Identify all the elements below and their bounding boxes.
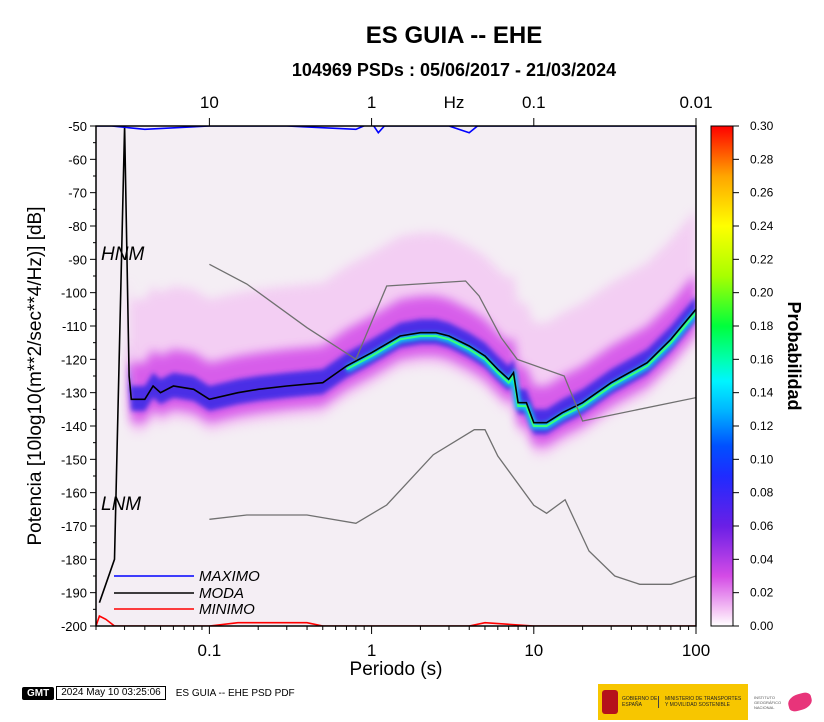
colorbar-tick-label: 0.12 bbox=[750, 419, 774, 433]
colorbar-tick-label: 0.06 bbox=[750, 519, 774, 533]
y-tick-label: -150 bbox=[61, 452, 87, 467]
y-axis: -200 -190 -180 -170 -160 -150 -140 -130 -120 -110… bbox=[61, 119, 96, 634]
colorbar bbox=[710, 125, 734, 627]
colorbar-label: Probabilidad bbox=[784, 301, 804, 410]
legend-label-maximo: MAXIMO bbox=[199, 568, 260, 585]
colorbar-tick-label: 0.18 bbox=[750, 319, 774, 333]
x-tick-label: 100 bbox=[682, 641, 710, 660]
chart-subtitle: 104969 PSDs : 05/06/2017 - 21/03/2024 bbox=[292, 60, 616, 80]
top-tick-label: 0.1 bbox=[522, 93, 546, 112]
x-tick-label: 0.1 bbox=[198, 641, 222, 660]
y-tick-label: -190 bbox=[61, 586, 87, 601]
colorbar-tick-label: 0.02 bbox=[750, 586, 774, 600]
colorbar-tick-label: 0.16 bbox=[750, 352, 774, 366]
colorbar-ticks: 0.00 0.02 0.04 0.06 0.08 0.10 0.12 0.14 0.16 0.18… bbox=[733, 119, 774, 633]
colorbar-tick-label: 0.24 bbox=[750, 219, 774, 233]
legend: MAXIMO MODA MINIMO bbox=[114, 568, 260, 618]
legend-label-minimo: MINIMO bbox=[199, 601, 255, 618]
gmt-logo: GMT bbox=[22, 686, 55, 700]
ign-text: INSTITUTO GEOGRÁFICO NACIONAL bbox=[754, 694, 782, 710]
y-tick-label: -110 bbox=[62, 319, 87, 334]
y-tick-label: -140 bbox=[61, 419, 87, 434]
government-logo: GOBIERNO DE ESPAÑA MINISTERIO DE TRANSPO… bbox=[598, 684, 748, 720]
footer: GMT 2024 May 10 03:25:06 ES GUIA -- EHE … bbox=[22, 686, 295, 700]
colorbar-tick-label: 0.14 bbox=[750, 386, 774, 400]
series-line-minimo bbox=[96, 614, 696, 626]
colorbar-tick-label: 0.10 bbox=[750, 452, 774, 466]
colorbar-tick-label: 0.22 bbox=[750, 252, 774, 266]
top-tick-label: 10 bbox=[200, 93, 219, 112]
y-tick-label: -50 bbox=[68, 119, 87, 134]
lnm-label: LNM bbox=[101, 494, 141, 515]
footer-note: ES GUIA -- EHE PSD PDF bbox=[175, 687, 295, 699]
y-tick-label: -120 bbox=[61, 352, 87, 367]
y-tick-label: -160 bbox=[61, 486, 87, 501]
y-tick-label: -70 bbox=[68, 186, 87, 201]
series-line-lnm bbox=[209, 429, 696, 585]
chart-title: ES GUIA -- EHE bbox=[366, 22, 542, 49]
density-band-outer bbox=[129, 272, 696, 446]
top-axis-unit: Hz bbox=[444, 93, 465, 112]
y-tick-label: -90 bbox=[68, 252, 87, 267]
x-tick-label: 1 bbox=[367, 641, 376, 660]
y-tick-label: -170 bbox=[61, 519, 87, 534]
series-line-maximo bbox=[96, 126, 696, 134]
colorbar-tick-label: 0.26 bbox=[750, 186, 774, 200]
timestamp: 2024 May 10 03:25:06 bbox=[56, 686, 166, 700]
series-line-hnm bbox=[209, 263, 696, 422]
y-axis-label: Potencia [10log10(m**2/sec**4/Hz)] [dB] bbox=[25, 206, 46, 545]
y-tick-label: -180 bbox=[61, 552, 87, 567]
ign-logo: INSTITUTO GEOGRÁFICO NACIONAL bbox=[748, 684, 822, 720]
x-tick-label: 10 bbox=[524, 641, 543, 660]
y-tick-label: -60 bbox=[68, 152, 87, 167]
spain-crest-icon bbox=[602, 690, 618, 714]
institution-logos: GOBIERNO DE ESPAÑA MINISTERIO DE TRANSPO… bbox=[598, 684, 822, 720]
x-axis-label: Periodo (s) bbox=[350, 659, 443, 680]
colorbar-tick-label: 0.30 bbox=[750, 119, 774, 133]
ign-mark-icon bbox=[786, 691, 814, 713]
colorbar-tick-label: 0.00 bbox=[750, 619, 774, 633]
colorbar-tick-label: 0.08 bbox=[750, 486, 774, 500]
top-tick-label: 0.01 bbox=[679, 93, 712, 112]
colorbar-tick-label: 0.04 bbox=[750, 552, 774, 566]
colorbar-tick-label: 0.28 bbox=[750, 152, 774, 166]
hnm-label: HNM bbox=[101, 244, 144, 265]
top-tick-label: 1 bbox=[367, 93, 376, 112]
colorbar-tick-label: 0.20 bbox=[750, 286, 774, 300]
top-frequency-axis: 10 1 0.1 0.01 bbox=[200, 93, 713, 126]
series-line-moda bbox=[98, 126, 696, 603]
y-tick-label: -200 bbox=[61, 619, 87, 634]
ministry-text: MINISTERIO DE TRANSPORTES Y MOVILIDAD SO… bbox=[658, 696, 745, 708]
legend-label-moda: MODA bbox=[199, 585, 244, 602]
series-layer bbox=[96, 126, 696, 626]
density-band-mid bbox=[129, 296, 696, 435]
x-axis: 0.1 1 10 100 bbox=[95, 626, 710, 660]
y-tick-label: -80 bbox=[68, 219, 87, 234]
y-tick-label: -100 bbox=[61, 286, 87, 301]
y-tick-label: -130 bbox=[61, 386, 87, 401]
gov-text: GOBIERNO DE ESPAÑA bbox=[622, 696, 658, 708]
